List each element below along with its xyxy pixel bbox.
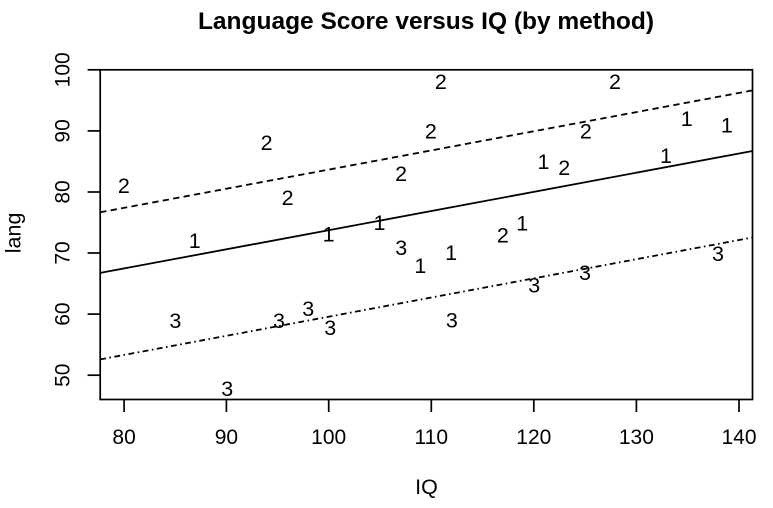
svg-text:IQ: IQ bbox=[415, 475, 438, 499]
svg-text:1: 1 bbox=[374, 211, 386, 235]
svg-text:2: 2 bbox=[118, 174, 130, 198]
svg-text:90: 90 bbox=[215, 426, 238, 449]
svg-text:140: 140 bbox=[721, 426, 756, 449]
svg-text:1: 1 bbox=[189, 229, 201, 253]
svg-text:3: 3 bbox=[169, 309, 181, 333]
svg-text:1: 1 bbox=[660, 144, 672, 168]
svg-text:2: 2 bbox=[497, 223, 509, 247]
svg-text:1: 1 bbox=[681, 107, 693, 131]
svg-text:50: 50 bbox=[52, 364, 75, 387]
svg-text:120: 120 bbox=[516, 426, 551, 449]
svg-text:Language Score versus IQ (by m: Language Score versus IQ (by method) bbox=[198, 8, 654, 35]
svg-text:3: 3 bbox=[579, 261, 591, 285]
svg-text:2: 2 bbox=[580, 119, 592, 143]
svg-text:3: 3 bbox=[302, 297, 314, 321]
svg-text:2: 2 bbox=[395, 162, 407, 186]
svg-text:100: 100 bbox=[52, 52, 75, 87]
svg-text:1: 1 bbox=[323, 222, 335, 246]
svg-text:3: 3 bbox=[273, 309, 285, 333]
svg-text:1: 1 bbox=[721, 113, 733, 137]
svg-text:3: 3 bbox=[395, 236, 407, 260]
svg-text:3: 3 bbox=[712, 242, 724, 266]
svg-text:2: 2 bbox=[425, 120, 437, 144]
svg-text:1: 1 bbox=[414, 254, 426, 278]
svg-text:2: 2 bbox=[435, 70, 447, 94]
svg-text:3: 3 bbox=[528, 273, 540, 297]
svg-text:80: 80 bbox=[52, 180, 75, 203]
svg-text:100: 100 bbox=[311, 426, 346, 449]
svg-text:3: 3 bbox=[324, 316, 336, 340]
svg-text:3: 3 bbox=[221, 377, 233, 401]
svg-text:lang: lang bbox=[2, 213, 26, 254]
svg-text:1: 1 bbox=[445, 241, 457, 265]
svg-text:2: 2 bbox=[558, 156, 570, 180]
svg-text:60: 60 bbox=[52, 302, 75, 325]
svg-text:70: 70 bbox=[52, 241, 75, 264]
svg-text:2: 2 bbox=[282, 186, 294, 210]
svg-text:2: 2 bbox=[261, 131, 273, 155]
svg-text:110: 110 bbox=[415, 426, 448, 449]
svg-text:90: 90 bbox=[52, 119, 75, 142]
svg-text:130: 130 bbox=[619, 426, 654, 449]
svg-text:2: 2 bbox=[609, 70, 621, 94]
svg-text:3: 3 bbox=[446, 309, 458, 333]
svg-text:1: 1 bbox=[538, 150, 550, 174]
svg-text:80: 80 bbox=[112, 426, 135, 449]
svg-text:1: 1 bbox=[516, 211, 528, 235]
